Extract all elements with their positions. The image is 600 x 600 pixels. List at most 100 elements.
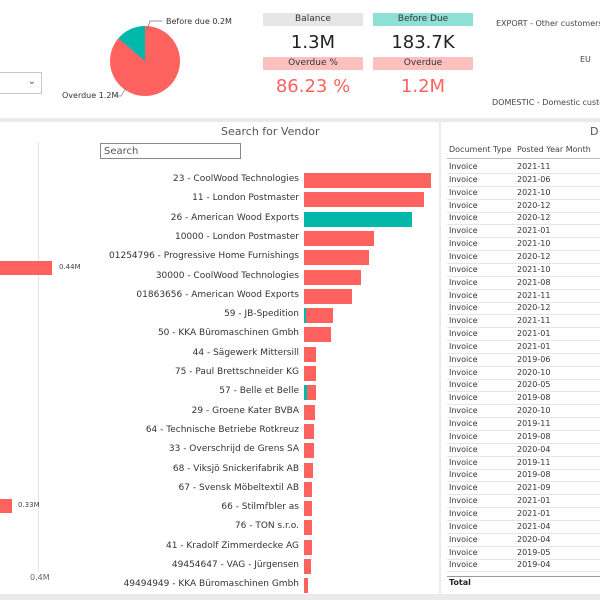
region-eu-label[interactable]: EU xyxy=(580,55,591,64)
table-row[interactable]: Invoice 2020-10 xyxy=(447,405,600,419)
table-row[interactable]: Invoice 2019-06 xyxy=(447,354,600,367)
region-domestic-label[interactable]: DOMESTIC - Domestic custo xyxy=(492,98,600,107)
vendor-bar-overdue[interactable] xyxy=(306,308,334,324)
overdue-pie-chart[interactable] xyxy=(110,26,180,96)
vendor-name-label: 68 - Viksjö Snickerifabrik AB xyxy=(172,463,299,474)
vendor-bar-overdue[interactable] xyxy=(304,288,352,304)
table-row[interactable]: Invoice 2021-10 xyxy=(447,238,600,252)
vendor-bar-overdue[interactable] xyxy=(304,481,313,497)
vendor-name-label: 33 - Overschrijd de Grens SA xyxy=(168,444,299,455)
vendor-bar-overdue[interactable] xyxy=(304,327,332,343)
table-row[interactable]: Invoice 2019-08 xyxy=(447,392,600,406)
table-row[interactable]: Invoice 2021-10 xyxy=(447,264,600,277)
vendor-bar-row[interactable]: 29 - Groene Kater BVBA xyxy=(100,403,435,422)
vendor-bar-row[interactable]: 59 - JB-Spedition xyxy=(100,306,435,325)
table-row[interactable]: Invoice 2021-10 xyxy=(447,187,600,200)
vendor-bar-overdue[interactable] xyxy=(304,346,317,362)
table-row[interactable]: Invoice 2021-01 xyxy=(447,341,600,354)
vendor-bar-row[interactable]: 68 - Viksjö Snickerifabrik AB xyxy=(100,461,435,480)
table-row[interactable]: Invoice 2021-09 xyxy=(447,482,600,496)
table-row[interactable]: Invoice 2019-11 xyxy=(447,457,600,470)
table-row[interactable]: Invoice 2021-04 xyxy=(447,521,600,534)
cell-document-type: Invoice xyxy=(449,470,478,480)
vendor-bar-row[interactable]: 50 - KKA Büromaschinen Gmbh xyxy=(100,325,435,344)
cell-document-type: Invoice xyxy=(449,534,478,544)
vendor-bar-overdue[interactable] xyxy=(306,385,317,401)
vendor-bar-overdue[interactable] xyxy=(304,192,425,208)
vendor-bar-row[interactable]: 64 - Technische Betriebe Rotkreuz xyxy=(100,422,435,441)
vendor-bar-overdue[interactable] xyxy=(304,173,431,188)
table-row[interactable]: Invoice 2019-05 xyxy=(447,547,600,560)
table-row[interactable]: Invoice 2021-01 xyxy=(447,328,600,342)
vendor-bar-overdue[interactable] xyxy=(304,559,311,574)
vendor-bar-row[interactable]: 57 - Belle et Belle xyxy=(100,383,435,402)
table-row[interactable]: Invoice 2019-08 xyxy=(447,469,600,483)
table-row[interactable]: Invoice 2020-12 xyxy=(447,251,600,264)
table-row[interactable]: Invoice 2020-04 xyxy=(447,534,600,547)
table-row[interactable]: Invoice 2019-04 xyxy=(447,559,600,573)
vendor-bar-overdue[interactable] xyxy=(304,443,314,459)
vendor-bar-row[interactable]: 75 - Paul Brettschneider KG xyxy=(100,364,435,383)
vendor-bar-overdue[interactable] xyxy=(304,230,374,246)
vendor-bar-overdue[interactable] xyxy=(304,366,316,381)
vendor-bar-row[interactable]: 30000 - CoolWood Technologies xyxy=(100,268,435,287)
vendor-bar-overdue[interactable] xyxy=(304,269,361,285)
vendor-bar-row[interactable]: 33 - Overschrijd de Grens SA xyxy=(100,441,435,460)
cell-posted-year-month: 2020-12 xyxy=(517,303,551,313)
table-row[interactable]: Invoice 2020-10 xyxy=(447,367,600,380)
vendor-bar-row[interactable]: 11 - London Postmaster xyxy=(100,190,435,209)
vendor-bar-row[interactable]: 23 - CoolWood Technologies xyxy=(100,171,435,190)
vendor-bar-row[interactable]: 10000 - London Postmaster xyxy=(100,229,435,248)
cell-posted-year-month: 2021-04 xyxy=(517,521,551,531)
region-export-label[interactable]: EXPORT - Other customers xyxy=(496,19,600,28)
table-row[interactable]: Invoice 2021-01 xyxy=(447,495,600,509)
kpi-overdue-value: 1.2M xyxy=(400,76,446,97)
column-header-document-type[interactable]: Document Type xyxy=(449,145,512,154)
vendor-bar-row[interactable]: 49494949 - KKA Büromaschinen Gmbh xyxy=(100,576,435,595)
vendor-search-input[interactable] xyxy=(100,143,241,159)
table-row[interactable]: Invoice 2021-11 xyxy=(447,161,600,174)
vendor-bar-row[interactable]: 76 - TON s.r.o. xyxy=(100,518,435,537)
vendor-bar-overdue[interactable] xyxy=(304,501,313,517)
vendor-bar-row[interactable]: 41 - Kradolf Zimmerdecke AG xyxy=(100,538,435,557)
table-row[interactable]: Invoice 2021-06 xyxy=(447,174,600,187)
table-row[interactable]: Invoice 2020-05 xyxy=(447,379,600,393)
table-row[interactable]: Invoice 2020-12 xyxy=(447,212,600,226)
vendor-bar-row[interactable]: 26 - American Wood Exports xyxy=(100,210,435,229)
vendor-bar-row[interactable]: 44 - Sägewerk Mittersill xyxy=(100,345,435,364)
left-chart-bar[interactable] xyxy=(0,499,12,513)
table-row[interactable]: Invoice 2021-01 xyxy=(447,225,600,239)
table-row[interactable]: Invoice 2020-12 xyxy=(447,302,600,316)
table-row[interactable]: Invoice 2021-11 xyxy=(447,290,600,303)
table-row[interactable]: Invoice 2021-11 xyxy=(447,315,600,329)
vendor-bar-overdue[interactable] xyxy=(304,423,315,439)
vendor-bar-overdue[interactable] xyxy=(304,404,315,420)
cell-document-type: Invoice xyxy=(449,521,478,531)
table-row[interactable]: Invoice 2021-08 xyxy=(447,277,600,290)
table-row[interactable]: Invoice 2019-08 xyxy=(447,431,600,444)
left-chart-bar[interactable] xyxy=(0,261,52,275)
vendor-bar-before-due[interactable] xyxy=(304,385,307,401)
vendor-bar-overdue[interactable] xyxy=(304,578,309,594)
cell-posted-year-month: 2021-10 xyxy=(517,264,551,274)
vendor-bar-before-due[interactable] xyxy=(304,211,413,227)
filter-dropdown[interactable]: ⌄ xyxy=(0,72,42,94)
cell-document-type: Invoice xyxy=(449,483,478,493)
table-row[interactable]: Invoice 2021-01 xyxy=(447,508,600,521)
table-row[interactable]: Invoice 2020-04 xyxy=(447,444,600,457)
vendor-bar-row[interactable]: 49454647 - VAG - Jürgensen xyxy=(100,557,435,576)
vendor-bar-overdue[interactable] xyxy=(304,462,313,478)
vendor-bar-before-due[interactable] xyxy=(304,308,306,324)
cell-document-type: Invoice xyxy=(449,303,478,313)
vendor-bar-row[interactable]: 66 - Stilmřbler as xyxy=(100,499,435,518)
vendor-bar-row[interactable]: 01863656 - American Wood Exports xyxy=(100,287,435,306)
column-header-posted-year-month[interactable]: Posted Year Month xyxy=(517,145,591,154)
table-row[interactable]: Invoice 2020-12 xyxy=(447,200,600,213)
table-row[interactable]: Invoice 2019-11 xyxy=(447,418,600,431)
vendor-bar-overdue[interactable] xyxy=(304,520,312,536)
vendor-bar-row[interactable]: 67 - Svensk Möbeltextil AB xyxy=(100,480,435,499)
vendor-bar-row[interactable]: 01254796 - Progressive Home Furnishings xyxy=(100,248,435,267)
vendor-bar-overdue[interactable] xyxy=(304,539,312,555)
cell-document-type: Invoice xyxy=(449,419,478,428)
vendor-bar-overdue[interactable] xyxy=(304,250,369,266)
